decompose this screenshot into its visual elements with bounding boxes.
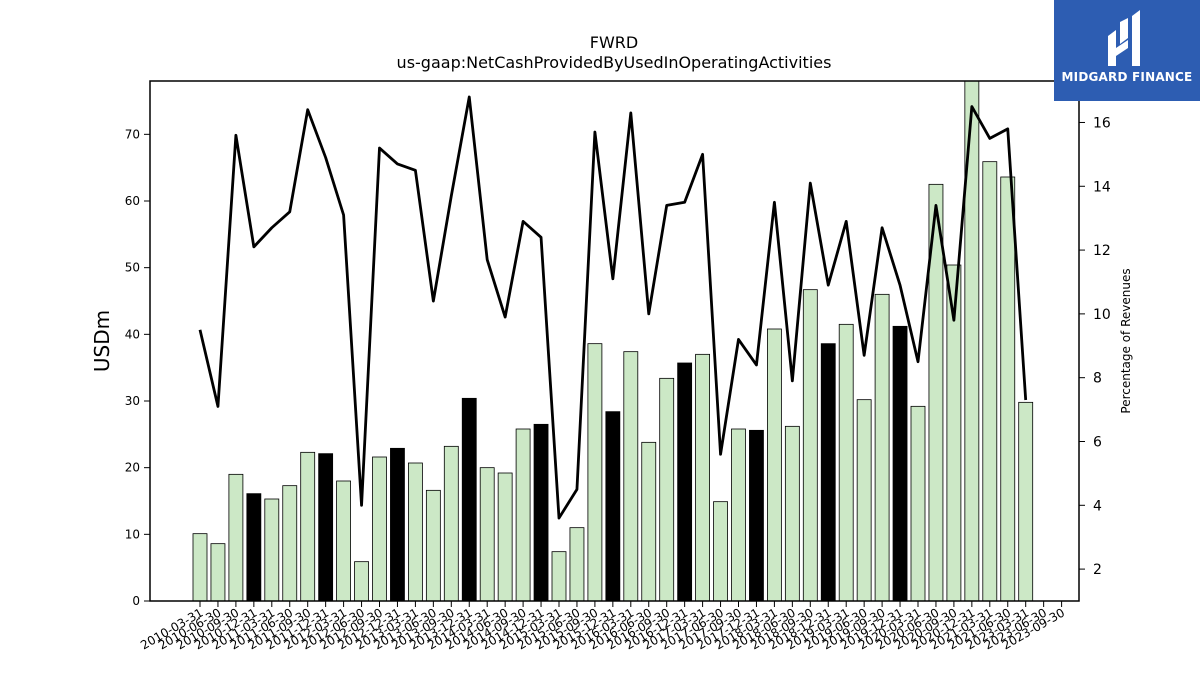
bar-2012-12-31 <box>390 447 405 602</box>
bar-2012-06-30 <box>354 561 369 602</box>
bar-2020-03-31 <box>910 405 926 602</box>
y-axis-right: 2 4 6 8 10 12 14 16 <box>1079 115 1111 578</box>
bar-2013-03-31 <box>407 462 423 602</box>
bar-2015-03-31 <box>551 551 567 602</box>
chart-subtitle: us-gaap:NetCashProvidedByUsedInOperating… <box>397 53 832 72</box>
bar-2019-12-31 <box>892 325 908 602</box>
bar-2011-03-31 <box>264 498 280 602</box>
y2-tick-label: 4 <box>1093 498 1102 514</box>
bar-2021-06-30 <box>1000 176 1016 602</box>
bar-2017-06-30 <box>713 501 728 602</box>
y2-tick-label: 6 <box>1093 434 1102 450</box>
chart-title: FWRD <box>590 33 638 52</box>
plot-frame <box>149 80 1080 602</box>
bar-2018-12-31 <box>820 343 836 602</box>
bar-2019-09-30 <box>874 293 890 602</box>
y2-tick-label: 12 <box>1093 243 1111 259</box>
y2-tick-label: 2 <box>1093 562 1102 578</box>
bar-2018-03-31 <box>767 328 782 602</box>
bar-2010-03-31 <box>192 533 208 602</box>
bar-2021-03-31 <box>982 161 998 602</box>
y-tick-label: 20 <box>125 461 140 475</box>
bar-2016-12-31 <box>677 362 693 602</box>
bar-2015-09-30 <box>587 343 603 602</box>
y-axis-label: USDm <box>90 310 114 372</box>
bar-2011-12-31 <box>318 453 334 602</box>
bars-group <box>192 80 1034 602</box>
bar-2011-09-30 <box>300 451 316 602</box>
bar-2017-12-31 <box>749 429 764 602</box>
y2-axis-label: Percentage of Revenues <box>1119 268 1133 413</box>
logo-text: MIDGARD FINANCE <box>1061 70 1193 84</box>
bar-2019-03-31 <box>838 323 854 602</box>
bar-2010-06-30 <box>210 543 226 602</box>
logo-mark-icon <box>1108 10 1140 66</box>
bar-2012-09-30 <box>372 456 387 602</box>
y-tick-label: 60 <box>125 194 140 208</box>
y-tick-label: 40 <box>125 327 140 341</box>
bar-2018-06-30 <box>784 425 800 602</box>
y2-tick-label: 8 <box>1093 371 1102 387</box>
y2-tick-label: 10 <box>1093 307 1111 323</box>
bar-2023-03-31 <box>1018 401 1034 602</box>
y-tick-label: 30 <box>125 394 140 408</box>
bar-2012-03-31 <box>336 480 352 602</box>
bar-2013-06-30 <box>425 489 441 602</box>
brand-logo: MIDGARD FINANCE <box>1054 0 1200 101</box>
bar-2014-09-30 <box>515 428 531 602</box>
y-axis-left: 0 10 20 30 40 50 60 70 <box>125 127 150 608</box>
y-tick-label: 0 <box>132 594 140 608</box>
y-tick-label: 70 <box>125 127 140 141</box>
percentage-line <box>198 95 1028 520</box>
bar-2016-06-30 <box>641 441 657 602</box>
bar-2019-06-30 <box>856 399 872 602</box>
bar-2015-06-30 <box>569 527 585 602</box>
y2-tick-label: 16 <box>1093 115 1111 131</box>
x-axis: 2010-03-312010-06-302010-09-302010-12-31… <box>138 601 1067 652</box>
bar-2011-06-30 <box>282 485 298 602</box>
y-tick-label: 50 <box>125 261 140 275</box>
bar-2017-03-31 <box>695 353 710 602</box>
bar-2014-12-31 <box>533 423 549 602</box>
y-tick-label: 10 <box>125 527 140 541</box>
bar-2015-12-31 <box>605 411 621 602</box>
line-group <box>198 95 1028 520</box>
bar-2010-12-31 <box>246 493 262 602</box>
bar-2014-06-30 <box>497 472 513 602</box>
bar-2016-03-31 <box>623 351 639 602</box>
bar-2014-03-31 <box>479 467 495 602</box>
bar-2010-09-30 <box>228 473 244 602</box>
bar-2018-09-30 <box>802 289 818 602</box>
bar-2017-09-30 <box>731 428 746 602</box>
y2-tick-label: 14 <box>1093 179 1111 195</box>
bar-2013-12-31 <box>461 397 477 602</box>
bar-2013-09-30 <box>443 445 459 602</box>
bar-2016-09-30 <box>659 377 675 602</box>
